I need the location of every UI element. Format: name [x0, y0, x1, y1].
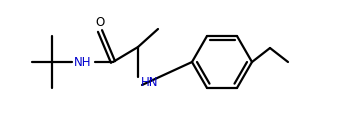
Text: O: O — [95, 17, 104, 30]
Text: HN: HN — [141, 77, 159, 90]
Text: NH: NH — [74, 55, 92, 69]
